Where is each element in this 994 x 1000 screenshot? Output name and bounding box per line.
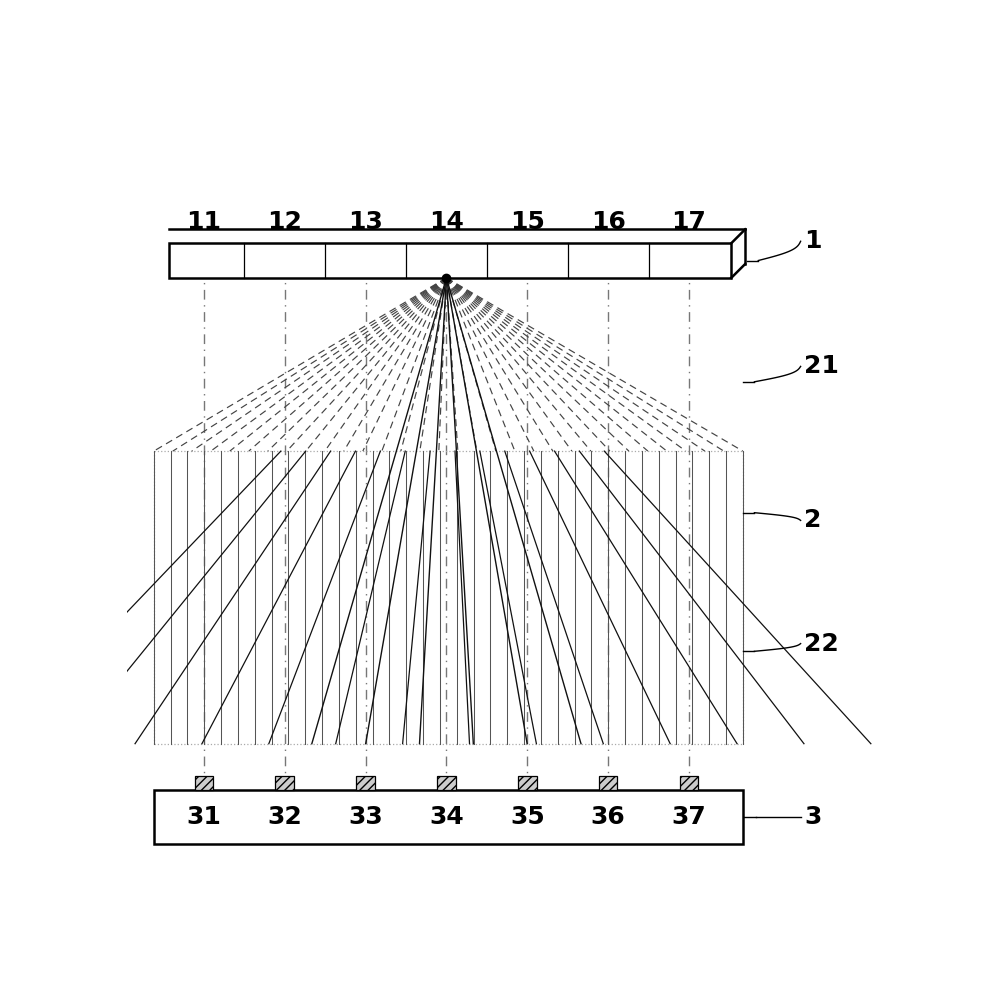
Text: 1: 1 xyxy=(804,229,821,253)
Bar xyxy=(356,776,375,790)
Text: 37: 37 xyxy=(671,805,706,829)
Text: 36: 36 xyxy=(590,805,625,829)
Bar xyxy=(154,790,743,844)
Text: 12: 12 xyxy=(267,210,302,234)
Text: 35: 35 xyxy=(509,805,544,829)
Text: 34: 34 xyxy=(428,805,463,829)
Text: 11: 11 xyxy=(186,210,221,234)
Bar xyxy=(679,776,698,790)
Text: 13: 13 xyxy=(348,210,383,234)
Text: 16: 16 xyxy=(590,210,625,234)
Bar xyxy=(598,776,616,790)
Text: 21: 21 xyxy=(804,354,839,378)
Bar xyxy=(275,776,293,790)
Bar xyxy=(195,776,213,790)
Text: 17: 17 xyxy=(671,210,706,234)
Text: 3: 3 xyxy=(804,805,821,829)
Text: 22: 22 xyxy=(804,632,838,656)
Text: 31: 31 xyxy=(186,805,221,829)
Text: 2: 2 xyxy=(804,508,821,532)
Bar xyxy=(436,776,455,790)
Text: 33: 33 xyxy=(348,805,383,829)
Text: 32: 32 xyxy=(267,805,302,829)
Bar xyxy=(518,776,536,790)
Text: 15: 15 xyxy=(509,210,544,234)
Bar xyxy=(169,243,731,278)
Text: 14: 14 xyxy=(428,210,463,234)
